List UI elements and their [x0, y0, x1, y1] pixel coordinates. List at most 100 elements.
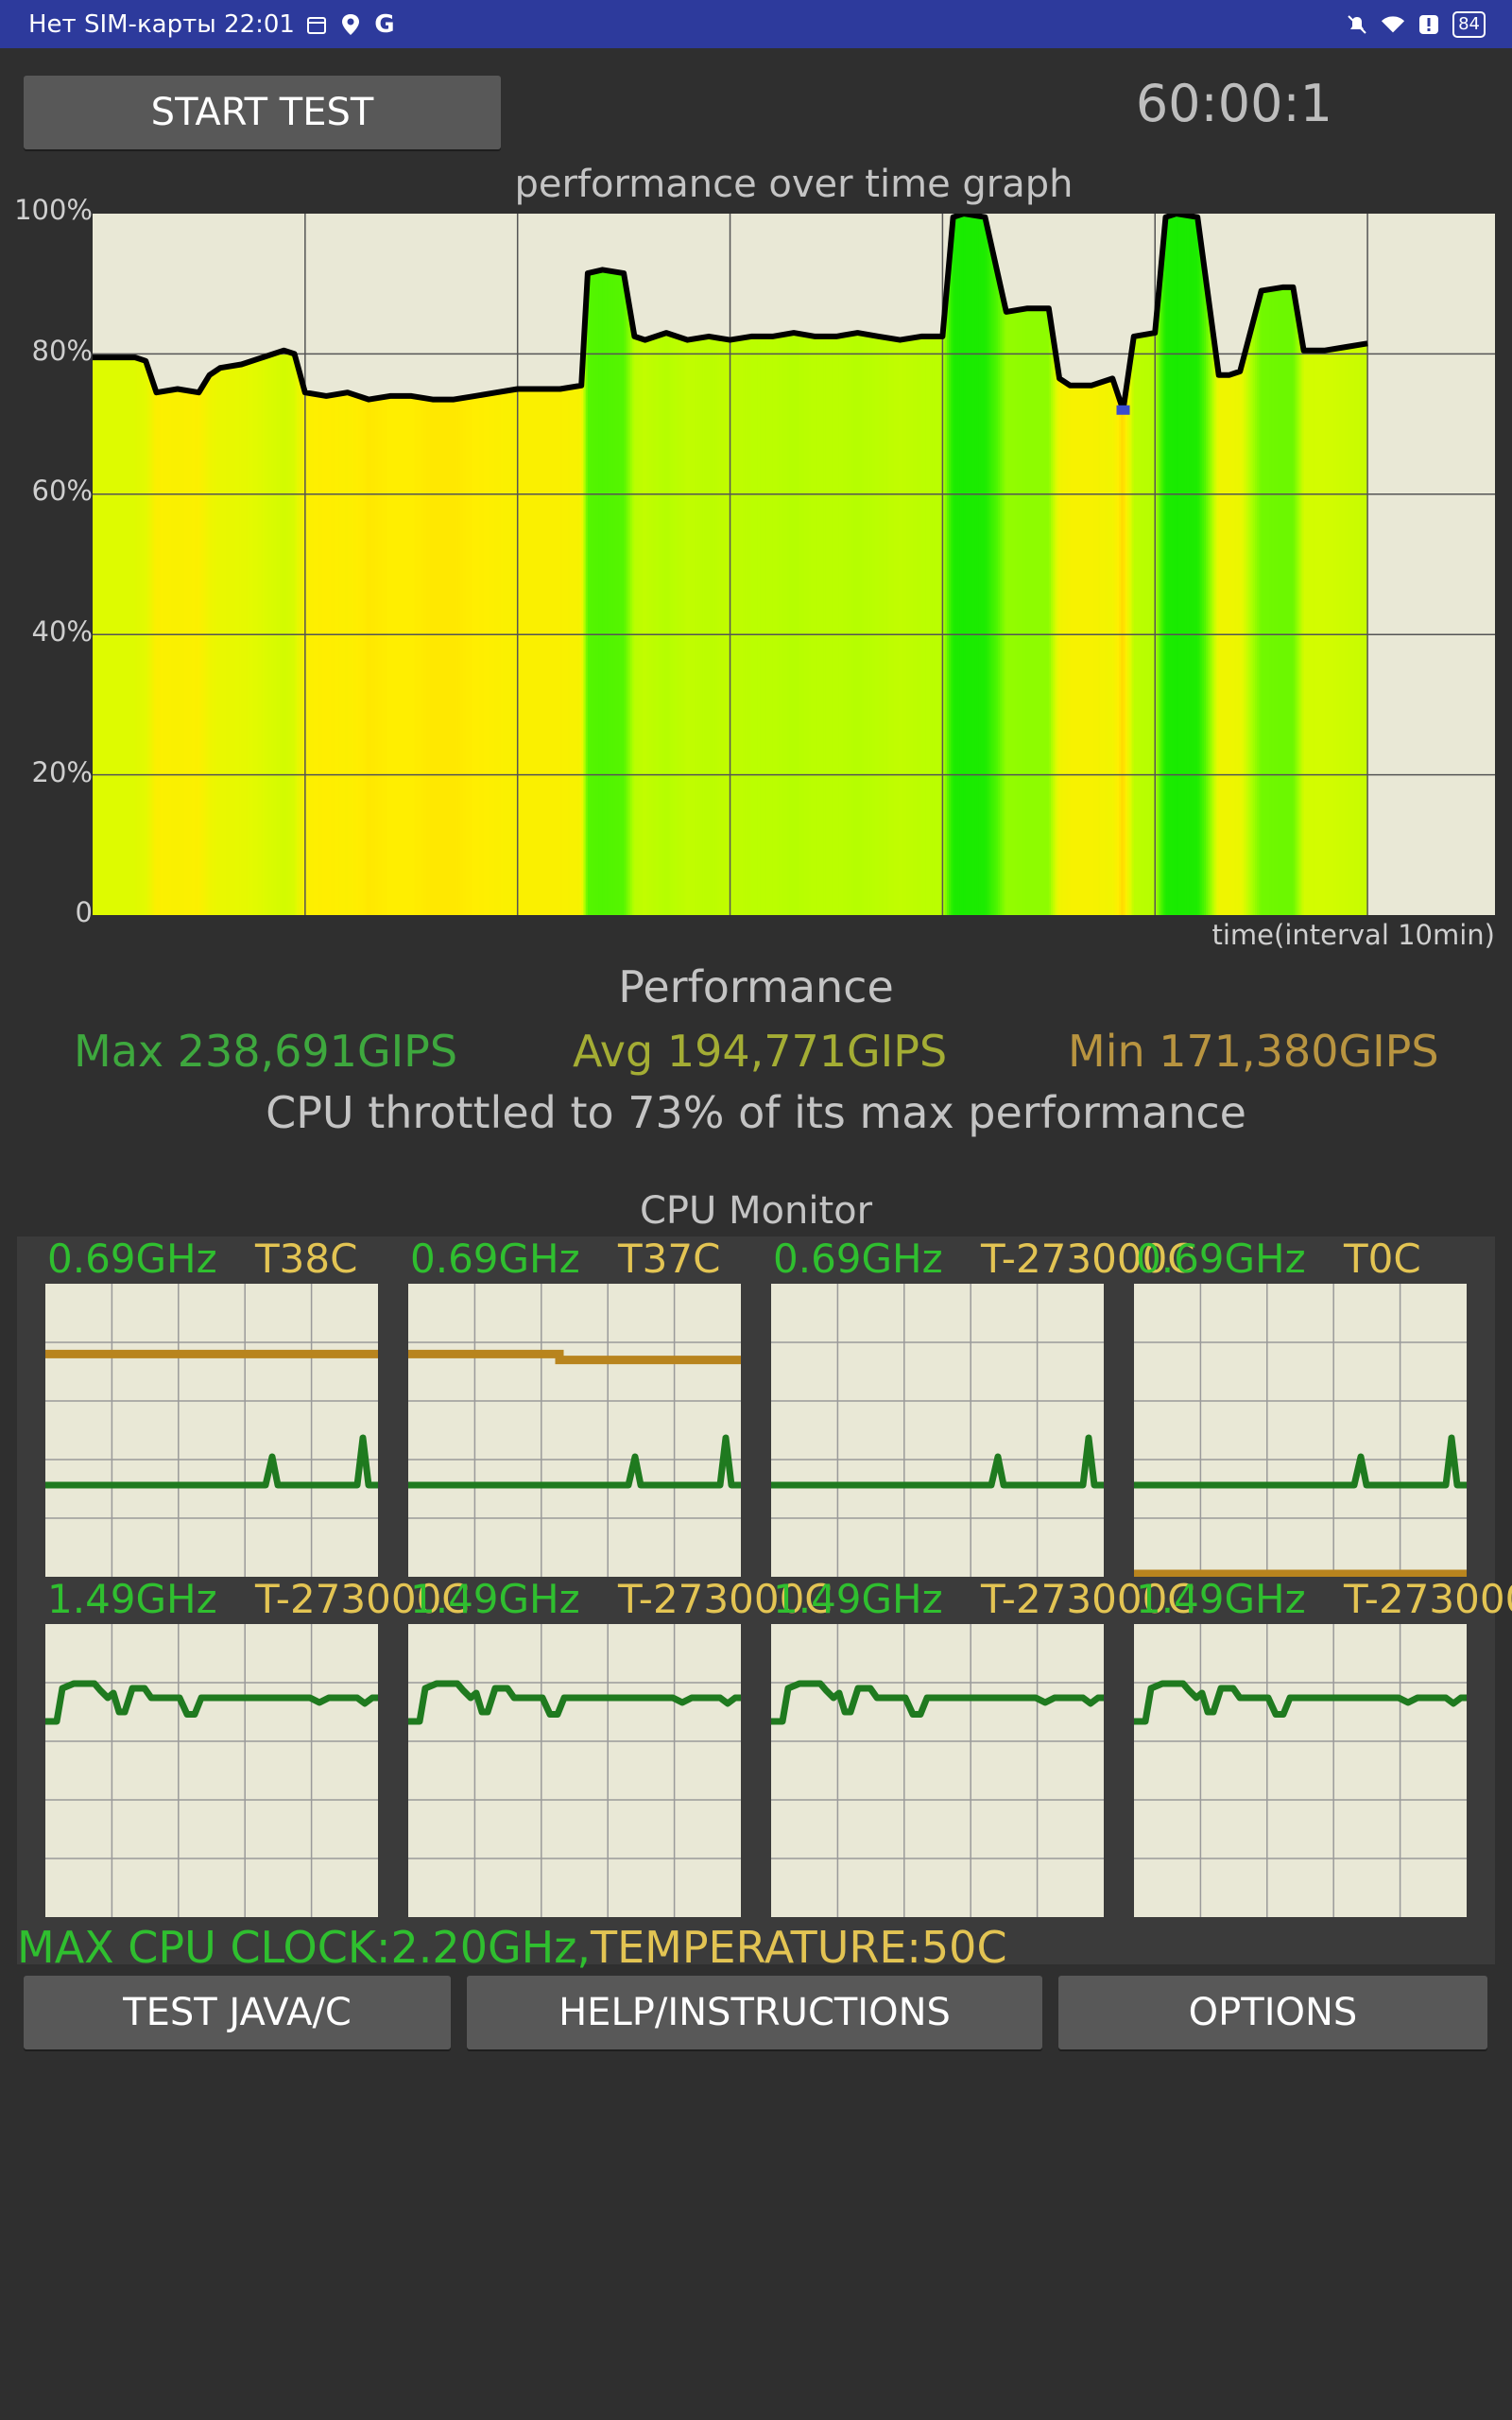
- perf-fill-slice: [411, 396, 415, 915]
- perf-fill-slice: [1327, 350, 1331, 915]
- perf-fill-slice: [107, 357, 111, 915]
- core-temperature: T0C: [1344, 1236, 1421, 1282]
- perf-fill-slice: [1036, 308, 1040, 915]
- perf-fill-slice: [294, 357, 298, 915]
- throttle-summary: CPU throttled to 73% of its max performa…: [266, 1087, 1246, 1138]
- perf-fill-slice: [912, 337, 916, 915]
- perf-fill-slice: [1142, 335, 1145, 915]
- perf-fill-slice: [508, 389, 512, 915]
- performance-title: Performance: [618, 961, 894, 1012]
- perf-fill-slice: [1356, 344, 1360, 915]
- perf-fill-slice: [1257, 302, 1261, 915]
- perf-fill-slice: [183, 389, 187, 915]
- test-java-c-button[interactable]: TEST JAVA/C: [24, 1976, 451, 2049]
- perf-fill-slice: [524, 389, 527, 915]
- perf-fill-slice: [1240, 367, 1244, 915]
- perf-fill-slice: [389, 395, 393, 915]
- perf-fill-slice: [483, 394, 487, 915]
- perf-fill-slice: [961, 214, 965, 915]
- perf-fill-slice: [510, 389, 514, 915]
- perf-fill-slice: [202, 383, 206, 915]
- perf-fill-slice: [217, 368, 221, 915]
- perf-fill-slice: [387, 396, 391, 915]
- core-graph-bg: [771, 1624, 1104, 1917]
- perf-fill-slice: [573, 387, 576, 915]
- perf-fill-slice: [493, 392, 497, 915]
- perf-fill-slice: [983, 216, 986, 915]
- perf-fill-slice: [844, 335, 848, 915]
- perf-fill-slice: [906, 338, 910, 915]
- perf-fill-slice: [1194, 216, 1198, 915]
- perf-fill-slice: [137, 358, 141, 915]
- core-temperature: T-273000C: [255, 1576, 470, 1622]
- perf-fill-slice: [430, 399, 434, 915]
- perf-fill-slice: [105, 357, 109, 915]
- perf-fill-slice: [966, 214, 969, 915]
- perf-fill-slice: [869, 335, 873, 915]
- ytick-80: 80%: [31, 335, 93, 367]
- core-frequency-line: [408, 1680, 741, 1725]
- perf-fill-slice: [109, 357, 112, 915]
- perf-fill-slice: [1184, 215, 1188, 915]
- perf-fill-slice: [876, 336, 880, 915]
- perf-fill-slice: [1057, 371, 1060, 915]
- perf-fill-slice: [146, 364, 149, 915]
- perf-fill-slice: [680, 337, 684, 915]
- perf-fill-slice: [132, 357, 136, 915]
- perf-fill-slice: [1252, 319, 1256, 915]
- core-frequency: 0.69GHz: [410, 1236, 580, 1282]
- perf-fill-slice: [1310, 350, 1314, 915]
- perf-fill-slice: [464, 397, 468, 915]
- perf-fill-slice: [185, 390, 189, 915]
- perf-fill-slice: [903, 338, 907, 915]
- perf-fill-slice: [1342, 347, 1345, 915]
- perf-fill-slice: [1177, 214, 1181, 915]
- perf-fill-slice: [915, 337, 919, 915]
- perf-fill-slice: [810, 336, 814, 915]
- perf-fill-slice: [341, 393, 344, 915]
- perf-fill-slice: [970, 215, 973, 915]
- perf-fill-slice: [1131, 343, 1135, 915]
- perf-fill-slice: [1042, 308, 1045, 915]
- perf-fill-slice: [490, 393, 493, 915]
- perf-fill-slice: [748, 337, 752, 915]
- core-frequency-line: [1134, 1680, 1467, 1725]
- perf-fill-slice: [372, 398, 376, 915]
- perf-fill-slice: [287, 352, 291, 915]
- perf-fill-slice: [1314, 350, 1317, 915]
- perf-fill-slice: [384, 396, 387, 915]
- perf-fill-slice: [558, 389, 561, 915]
- perf-fill-slice: [180, 389, 183, 915]
- perf-fill-slice: [282, 351, 284, 915]
- perf-fill-slice: [177, 389, 180, 915]
- perf-fill-slice: [232, 365, 236, 915]
- perf-fill-slice: [1125, 388, 1128, 915]
- perf-fill-slice: [375, 398, 378, 915]
- perf-fill-slice: [502, 390, 506, 915]
- perf-fill-slice: [764, 336, 767, 915]
- perf-fill-slice: [1233, 372, 1237, 915]
- perf-fill-slice: [745, 337, 748, 915]
- perf-fill-slice: [685, 339, 689, 915]
- perf-fill-slice: [768, 336, 771, 915]
- perf-fill-slice: [163, 390, 166, 915]
- perf-fill-slice: [840, 335, 844, 915]
- perf-fill-slice: [1144, 334, 1147, 915]
- perf-fill-slice: [898, 339, 902, 915]
- perf-fill-slice: [522, 389, 525, 915]
- start-test-button[interactable]: START TEST: [24, 76, 501, 149]
- perf-fill-slice: [940, 336, 943, 915]
- perf-fill-slice: [1114, 388, 1118, 915]
- help-instructions-button[interactable]: HELP/INSTRUCTIONS: [467, 1976, 1042, 2049]
- perf-fill-slice: [655, 336, 659, 915]
- perf-fill-slice: [815, 336, 818, 915]
- perf-fill-slice: [316, 394, 318, 915]
- perf-fill-slice: [587, 272, 591, 915]
- perf-fill-slice: [777, 335, 780, 915]
- perf-fill-slice: [1140, 335, 1143, 915]
- perf-fill-slice: [542, 389, 546, 915]
- perf-fill-slice: [530, 389, 534, 915]
- perf-fill-slice: [231, 366, 233, 915]
- options-button[interactable]: OPTIONS: [1058, 1976, 1487, 2049]
- perf-fill-slice: [855, 333, 859, 915]
